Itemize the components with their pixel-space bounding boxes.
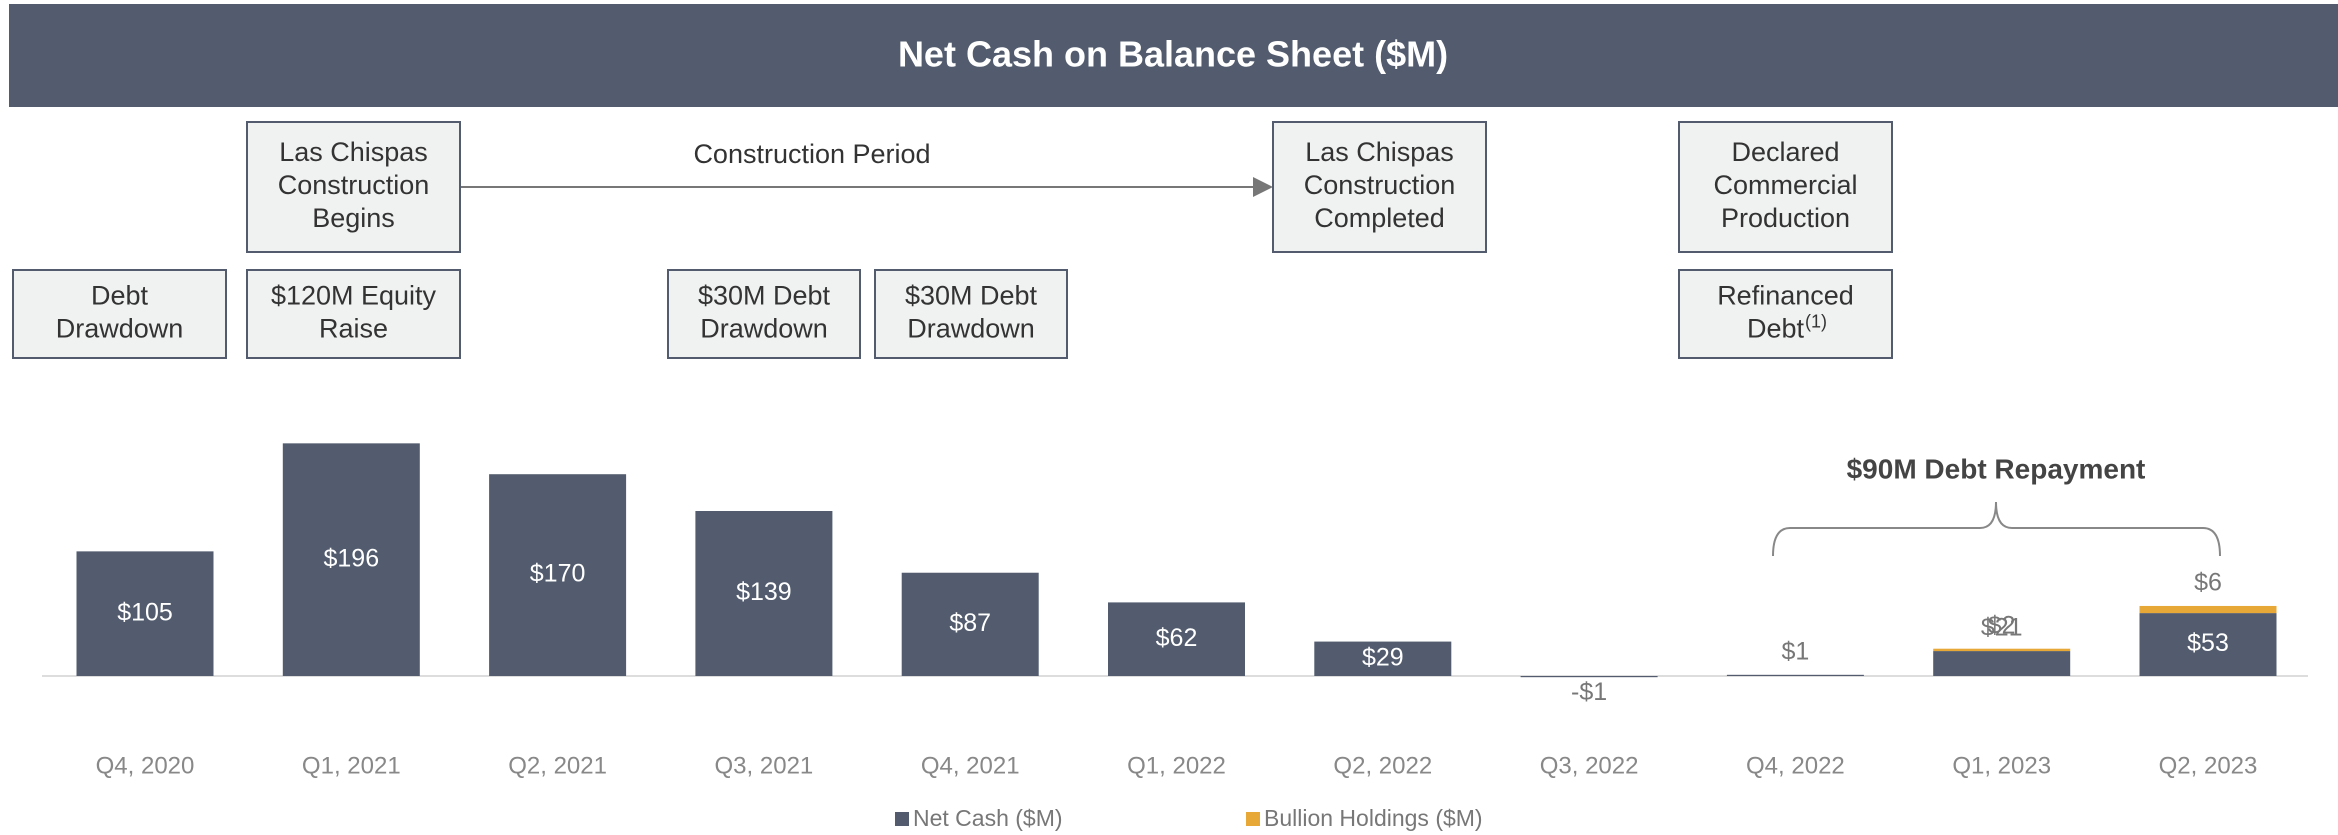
bar-segment	[76, 551, 214, 676]
annotation-text: Commercial	[1713, 170, 1857, 200]
x-tick-label: Q3, 2021	[715, 752, 814, 779]
value-label: $21	[1981, 614, 2023, 642]
brace-label: $90M Debt Repayment	[1847, 453, 2146, 484]
value-label: $1	[1781, 637, 1809, 665]
value-label: $87	[949, 609, 991, 637]
annotation-box	[1678, 121, 1893, 253]
x-tick-label: Q4, 2022	[1746, 752, 1845, 779]
x-tick-label: Q1, 2021	[302, 752, 401, 779]
x-tick-label: Q2, 2022	[1333, 752, 1432, 779]
bar-segment	[1933, 651, 2071, 676]
x-tick-label: Q1, 2023	[1952, 752, 2051, 779]
chart-title: Net Cash on Balance Sheet ($M)	[898, 34, 1448, 75]
bar-segment	[489, 474, 627, 676]
annotation-box	[12, 269, 227, 359]
annotation-text: Drawdown	[56, 314, 184, 344]
value-label: $105	[117, 598, 173, 626]
bar-segment	[282, 443, 420, 676]
value-label: $139	[736, 578, 792, 606]
legend-label: Bullion Holdings ($M)	[1264, 805, 1483, 831]
bar-segment	[2139, 605, 2277, 614]
annotation-text: $30M Debt	[905, 281, 1038, 311]
bar-segment	[1933, 648, 2071, 652]
bar-segment	[695, 511, 833, 676]
bar-segment	[1314, 641, 1452, 676]
bar-segment	[1726, 674, 1864, 676]
x-tick-label: Q2, 2021	[508, 752, 607, 779]
annotation-text: $30M Debt	[698, 281, 831, 311]
annotation-text: Begins	[312, 203, 395, 233]
annotation-superscript: (1)	[1805, 311, 1827, 331]
arrow-label: Construction Period	[693, 139, 930, 169]
x-tick-label: Q3, 2022	[1540, 752, 1639, 779]
bar-segment	[901, 572, 1039, 676]
bar-segment	[1520, 676, 1658, 678]
annotation-box	[1678, 269, 1893, 359]
legend-swatch	[895, 812, 909, 826]
annotation-text: Completed	[1314, 203, 1445, 233]
annotation-box	[246, 121, 461, 253]
x-tick-label: Q4, 2021	[921, 752, 1020, 779]
legend-swatch	[1246, 812, 1260, 826]
x-tick-label: Q1, 2022	[1127, 752, 1226, 779]
annotation-text: Production	[1721, 203, 1850, 233]
annotation-text: $120M Equity	[271, 281, 437, 311]
value-label: $29	[1362, 643, 1404, 671]
annotation-box	[874, 269, 1068, 359]
value-label: $170	[530, 560, 586, 588]
value-label: $53	[2187, 629, 2229, 657]
annotation-box	[667, 269, 861, 359]
annotation-text: Construction	[278, 170, 430, 200]
annotation-box	[246, 269, 461, 359]
annotation-text: Las Chispas	[1305, 137, 1454, 167]
bar-segment	[2139, 613, 2277, 676]
value-label: $62	[1156, 624, 1198, 652]
value-label: $196	[323, 544, 379, 572]
legend-label: Net Cash ($M)	[913, 805, 1063, 831]
value-label: -$1	[1571, 678, 1607, 706]
annotation-text: Las Chispas	[279, 137, 428, 167]
annotation-text: Drawdown	[907, 314, 1035, 344]
x-tick-label: Q2, 2023	[2159, 752, 2258, 779]
annotation-text: Declared	[1731, 137, 1839, 167]
brace	[1772, 501, 2221, 557]
annotation-text: Debt	[1747, 314, 1805, 344]
value-label: $2	[1988, 611, 2016, 639]
annotation-text: Raise	[319, 314, 388, 344]
annotation-text: Debt	[91, 281, 149, 311]
annotation-text: Refinanced	[1717, 281, 1854, 311]
annotation-text: Construction	[1304, 170, 1456, 200]
value-label: $6	[2194, 569, 2222, 597]
bar-segment	[1108, 602, 1245, 676]
title-bar	[9, 4, 2338, 107]
x-tick-label: Q4, 2020	[96, 752, 195, 779]
annotation-box	[1272, 121, 1487, 253]
annotation-text: Drawdown	[700, 314, 828, 344]
